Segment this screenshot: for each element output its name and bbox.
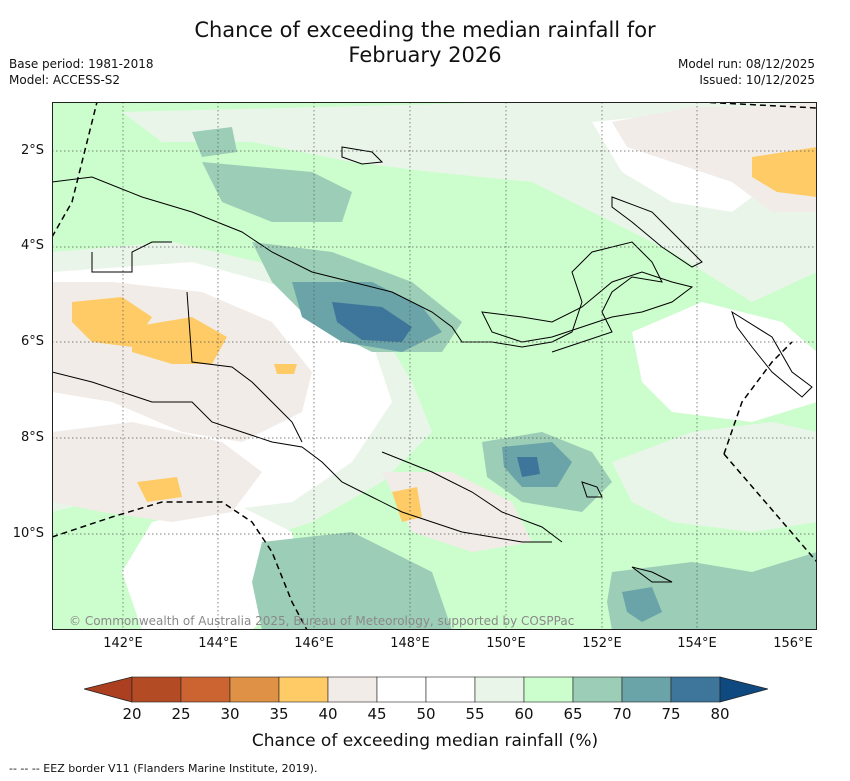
map-area [52, 102, 817, 630]
issued-text: Issued: 10/12/2025 [699, 73, 815, 87]
eez-east [723, 341, 793, 455]
model-run-text: Model run: 08/12/2025 [677, 57, 815, 71]
lat-label-10s: 10°S [12, 526, 44, 541]
field-40-45-southwest [52, 422, 262, 522]
colorbar-bin-30-35 [229, 676, 280, 703]
new-ireland [611, 196, 703, 268]
eez-footnote: -- -- -- EEZ border V11 (Flanders Marine… [9, 762, 318, 775]
lon-label-144e: 144°E [198, 636, 238, 651]
colorbar-tick-35: 35 [269, 705, 289, 723]
meta-left: Base period: 1981-2018 Model: ACCESS-S2 [9, 56, 154, 88]
colorbar-bin-40-45 [327, 676, 378, 703]
lon-label-142e: 142°E [103, 636, 143, 651]
map-frame [52, 102, 817, 630]
title-line-1: Chance of exceeding the median rainfall … [194, 18, 656, 42]
colorbar-tick-75: 75 [661, 705, 681, 723]
field-35-40-d [137, 477, 182, 502]
field-40-45-png-southeast [382, 472, 532, 552]
lat-label-6s: 6°S [20, 334, 44, 349]
colorbar-bin-50-55 [425, 676, 476, 703]
colorbar-tick-45: 45 [367, 705, 387, 723]
png-border [186, 291, 303, 443]
title-line-2: February 2026 [348, 43, 502, 67]
field-35-40-b [132, 317, 227, 364]
lon-label-152e: 152°E [582, 636, 622, 651]
field-65-70-north [202, 162, 352, 222]
colorbar-tick-25: 25 [171, 705, 191, 723]
copyright-text: © Commonwealth of Australia 2025, Bureau… [69, 614, 575, 628]
map-title: Chance of exceeding the median rainfall … [0, 18, 850, 68]
border-west [91, 241, 172, 273]
colorbar-tick-40: 40 [318, 705, 338, 723]
colorbar-tick-55: 55 [465, 705, 485, 723]
graticule [52, 102, 817, 630]
colorbar-tick-65: 65 [563, 705, 583, 723]
colorbar-bin-55-60 [474, 676, 525, 703]
colorbar-bin-20-25 [131, 676, 182, 703]
field-75-80-southeast [517, 457, 540, 477]
lon-label-146e: 146°E [294, 636, 334, 651]
eez-borders [52, 102, 817, 630]
papuan-tip [381, 451, 563, 543]
field-55-60-east [612, 422, 817, 532]
colorbar-arrow-low [84, 676, 133, 703]
lon-label-150e: 150°E [486, 636, 526, 651]
colorbar-bin-75-80 [670, 676, 721, 703]
field-75-80-central [332, 302, 412, 342]
lon-label-154e: 154°E [677, 636, 717, 651]
eez-east-south [723, 453, 817, 563]
field-35-40-f [274, 364, 297, 374]
colorbar-label: Chance of exceeding median rainfall (%) [251, 731, 599, 751]
new-britain [481, 271, 694, 343]
colorbar-bin-60-65 [523, 676, 574, 703]
lon-label-156e: 156°E [773, 636, 813, 651]
rainfall-map [52, 102, 817, 630]
lon-label-148e: 148°E [390, 636, 430, 651]
colorbar-bin-45-50 [376, 676, 427, 703]
field-35-40-e [392, 487, 422, 522]
colorbar-tick-70: 70 [612, 705, 632, 723]
colorbar-bin-25-30 [180, 676, 231, 703]
colorbar-bin-70-75 [621, 676, 672, 703]
field-35-40-c [752, 147, 817, 197]
field-45-55-east [632, 302, 817, 422]
meta-right: Model run: 08/12/2025 Issued: 10/12/2025 [678, 56, 815, 88]
colorbar-tick-50: 50 [416, 705, 436, 723]
field-70-75-south [622, 587, 662, 622]
colorbar-tick-20: 20 [122, 705, 142, 723]
manus-island [341, 146, 384, 165]
lat-label-4s: 4°S [20, 238, 44, 253]
model-text: Model: ACCESS-S2 [9, 73, 121, 87]
eez-south [52, 501, 308, 630]
colorbar-tick-30: 30 [220, 705, 240, 723]
colorbar-bin-35-40 [278, 676, 329, 703]
lat-label-2s: 2°S [20, 143, 44, 158]
lat-label-8s: 8°S [20, 430, 44, 445]
eez-north-west [52, 102, 98, 238]
louisiade-islands [631, 566, 673, 583]
colorbar-bin-65-70 [572, 676, 623, 703]
colorbar [84, 676, 768, 703]
bougainville [731, 310, 813, 398]
colorbar-tick-60: 60 [514, 705, 534, 723]
field-65-70-south [252, 532, 452, 630]
colorbar-tick-80: 80 [710, 705, 730, 723]
new-guinea-north-coast [52, 176, 663, 353]
base-period-text: Base period: 1981-2018 [9, 57, 154, 71]
colorbar-arrow-high [719, 676, 768, 703]
field-65-70-west [192, 127, 237, 157]
dentrecasteaux-islands [581, 481, 603, 498]
